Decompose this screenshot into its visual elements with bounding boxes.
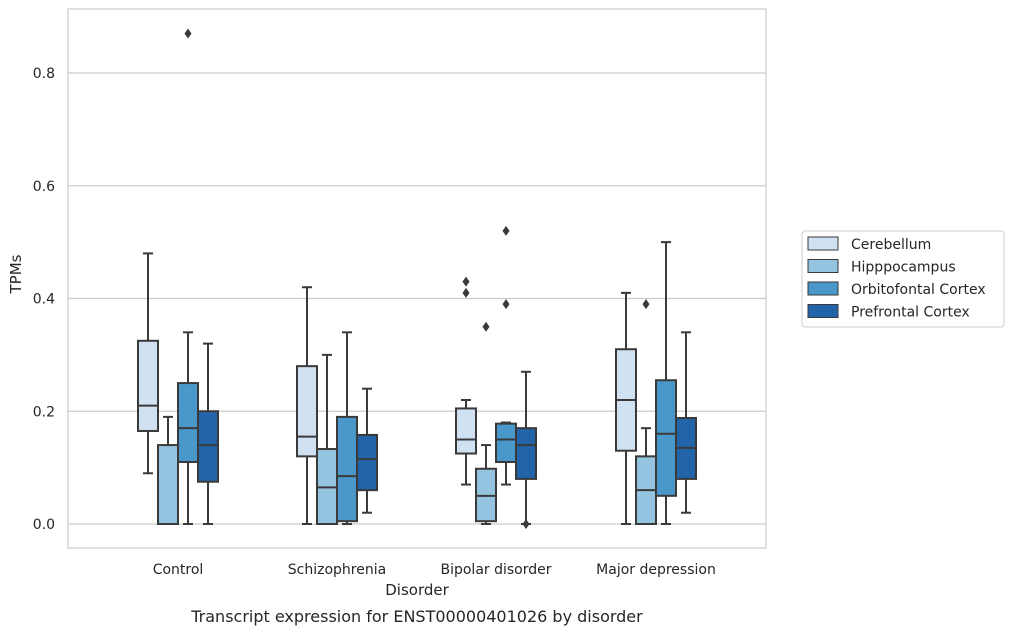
box-group: [515, 370, 537, 529]
box-group: [316, 353, 338, 525]
x-axis-label: Disorder: [385, 581, 449, 599]
box-group: [455, 276, 477, 486]
box: [296, 365, 318, 458]
box-group: [157, 415, 179, 526]
box-group: [615, 291, 637, 525]
box-group: [675, 331, 697, 514]
outlier-point: [502, 225, 510, 236]
x-tick-label: Major depression: [596, 562, 716, 578]
box: [177, 382, 199, 463]
legend-swatch: [807, 259, 839, 273]
outlier-point: [642, 299, 650, 310]
legend-items: Cerebellum Hipppocampus Orbitofontal Corte…: [807, 236, 986, 321]
box-group: [495, 225, 517, 486]
box: [336, 415, 358, 523]
legend-label: Orbitofontal Cortex: [851, 282, 986, 298]
outlier-point: [502, 299, 510, 310]
box-group: [356, 387, 378, 514]
box: [356, 433, 378, 492]
legend-frame: [801, 230, 1005, 328]
figure-caption: Transcript expression for ENST0000040102…: [190, 607, 643, 626]
box: [455, 407, 477, 455]
outlier-point: [462, 287, 470, 298]
box-group: [197, 342, 219, 525]
box: [515, 427, 537, 480]
box: [495, 422, 517, 463]
box-group: [137, 252, 159, 475]
y-axis-label: TPMs: [7, 254, 25, 294]
legend-label: Prefrontal Cortex: [851, 305, 970, 321]
x-tick-label: Schizophrenia: [288, 562, 386, 578]
box-group: [296, 286, 318, 525]
legend-swatch: [807, 236, 839, 251]
y-tick-label: 0.4: [33, 292, 55, 308]
box-group: [655, 241, 677, 525]
y-tick-label: 0.2: [33, 404, 55, 420]
y-axis-ticks: 0.0 0.2 0.4 0.6 0.8: [33, 66, 55, 533]
box-group: [475, 321, 497, 525]
legend-label: Hipppocampus: [851, 260, 956, 276]
x-tick-label: Control: [153, 562, 204, 578]
outlier-point: [522, 519, 530, 529]
box: [197, 410, 219, 483]
box: [157, 444, 179, 526]
outlier-point: [462, 276, 470, 287]
outlier-point: [482, 321, 490, 332]
legend-swatch: [807, 304, 839, 318]
y-tick-label: 0.6: [33, 179, 55, 195]
y-tick-label: 0.0: [33, 517, 55, 533]
plot-area-frame: [67, 8, 767, 549]
legend-label: Cerebellum: [851, 237, 931, 253]
box: [655, 379, 677, 497]
box-group: [336, 331, 358, 525]
legend: Cerebellum Hipppocampus Orbitofontal Corte…: [801, 230, 1005, 328]
outlier-point: [184, 28, 192, 39]
boxes-layer: [137, 28, 697, 529]
y-tick-label: 0.8: [33, 66, 55, 82]
legend-swatch: [807, 281, 839, 296]
box-group: [177, 28, 199, 525]
x-tick-label: Bipolar disorder: [440, 562, 551, 578]
box: [137, 339, 159, 432]
x-axis-ticks: Control Schizophrenia Bipolar disorder Majo…: [153, 562, 716, 578]
